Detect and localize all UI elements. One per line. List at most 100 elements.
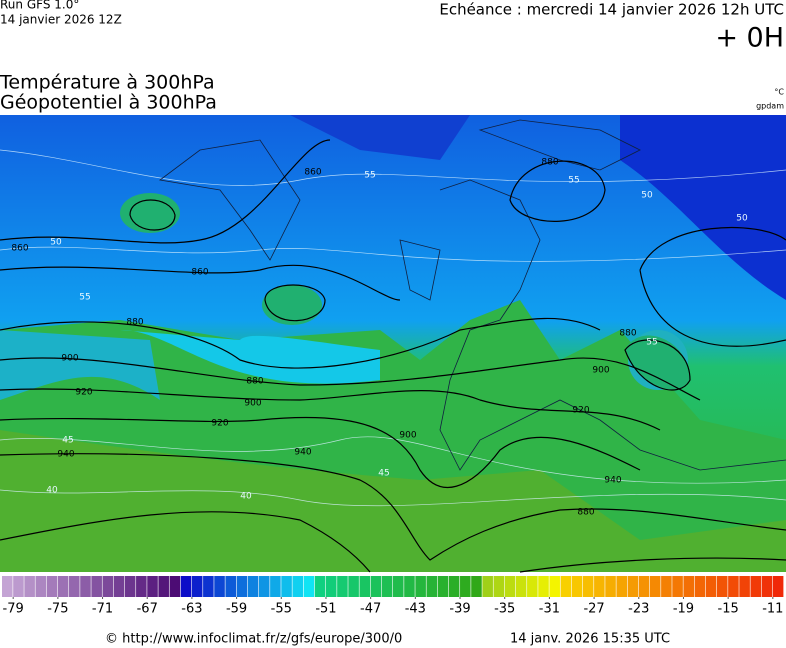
colorbar-swatch bbox=[694, 576, 706, 597]
colorbar-swatch bbox=[649, 576, 661, 597]
colorbar-swatch bbox=[91, 576, 102, 597]
temperature-label: 55 bbox=[364, 171, 375, 181]
colorbar-swatch bbox=[527, 576, 538, 597]
colorbar-swatch bbox=[13, 576, 24, 597]
colorbar-swatch bbox=[482, 576, 493, 597]
colorbar-swatch bbox=[739, 576, 750, 597]
geopotential-label: 920 bbox=[75, 388, 92, 398]
colorbar-swatch bbox=[594, 576, 605, 597]
temperature-label: 40 bbox=[240, 492, 252, 502]
colorbar-swatch bbox=[203, 576, 214, 597]
title-temperature: Température à 300hPa bbox=[0, 72, 215, 94]
colorbar-swatch bbox=[460, 576, 471, 597]
geopotential-label: 920 bbox=[211, 419, 228, 429]
colorbar-swatch bbox=[582, 576, 594, 597]
colorbar-swatch bbox=[728, 576, 739, 597]
colorbar-tick-label: -27 bbox=[583, 602, 604, 617]
temperature-label: 50 bbox=[736, 214, 748, 224]
colorbar-swatch bbox=[214, 576, 225, 597]
colorbar-swatch bbox=[426, 576, 438, 597]
colorbar-tick-label: -51 bbox=[315, 602, 336, 617]
colorbar-swatch bbox=[605, 576, 616, 597]
colorbar-swatch bbox=[448, 576, 460, 597]
colorbar-tick-label: -39 bbox=[449, 602, 470, 617]
geopotential-label: 900 bbox=[61, 354, 78, 364]
geopotential-label: 860 bbox=[304, 168, 321, 178]
geopotential-label: 860 bbox=[11, 244, 28, 254]
geopotential-label: 900 bbox=[244, 399, 261, 409]
colorbar-swatch bbox=[225, 576, 236, 597]
colorbar-swatch bbox=[113, 576, 125, 597]
cold-band bbox=[120, 330, 380, 384]
colorbar-tick-label: -35 bbox=[494, 602, 515, 617]
temperature-label: 50 bbox=[50, 238, 62, 248]
colorbar-swatch bbox=[2, 576, 13, 597]
colorbar-tick-label: -11 bbox=[762, 602, 783, 617]
colorbar-swatch bbox=[303, 576, 315, 597]
warm-area bbox=[0, 430, 786, 572]
colorbar-swatch bbox=[281, 576, 292, 597]
geopotential-label: 900 bbox=[399, 431, 416, 441]
colorbar-swatch bbox=[370, 576, 382, 597]
colorbar-tick-label: -19 bbox=[673, 602, 694, 617]
colorbar: -79 -75 -71 -67 -63 -59 -55 -51 -47 -43 -39 -35 -31 -… bbox=[2, 576, 783, 617]
colorbar-swatch bbox=[616, 576, 627, 597]
colorbar-swatch bbox=[393, 576, 404, 597]
colorbar-swatch bbox=[348, 576, 359, 597]
colorbar-swatch bbox=[270, 576, 281, 597]
cold-core bbox=[290, 115, 470, 160]
colorbar-swatch bbox=[236, 576, 248, 597]
unit-temperature: °C bbox=[774, 88, 784, 97]
generated-time: 14 janv. 2026 15:35 UTC bbox=[510, 632, 670, 647]
colorbar-swatch bbox=[136, 576, 147, 597]
colorbar-swatch bbox=[515, 576, 527, 597]
colorbar-swatch bbox=[549, 576, 560, 597]
temperature-label: 55 bbox=[79, 293, 90, 303]
colorbar-tick-label: -67 bbox=[137, 602, 158, 617]
temperature-label: 45 bbox=[378, 469, 389, 479]
geopotential-label: 880 bbox=[619, 329, 636, 339]
temperature-label: 55 bbox=[568, 176, 579, 186]
geopotential-label: 920 bbox=[572, 406, 589, 416]
colorbar-swatch bbox=[24, 576, 35, 597]
colorbar-tick-label: -79 bbox=[3, 602, 24, 617]
temperature-label: 40 bbox=[46, 486, 58, 496]
temperature-label: 45 bbox=[62, 436, 73, 446]
geopotential-label: 940 bbox=[57, 450, 74, 460]
geopotential-label: 880 bbox=[246, 377, 263, 387]
colorbar-swatch bbox=[415, 576, 426, 597]
colorbar-swatch bbox=[292, 576, 304, 597]
forecast-time: Echéance : mercredi 14 janvier 2026 12h … bbox=[439, 1, 784, 19]
colorbar-swatch bbox=[716, 576, 728, 597]
colorbar-tick-label: -55 bbox=[271, 602, 292, 617]
colorbar-tick-label: -47 bbox=[360, 602, 381, 617]
colorbar-swatch bbox=[258, 576, 270, 597]
colorbar-swatch bbox=[69, 576, 80, 597]
colorbar-swatch bbox=[381, 576, 393, 597]
colorbar-swatch bbox=[46, 576, 58, 597]
geopotential-label: 940 bbox=[604, 476, 621, 486]
source-url: © http://www.infoclimat.fr/z/gfs/europe/… bbox=[105, 632, 402, 647]
colorbar-swatch bbox=[314, 576, 326, 597]
colorbar-swatch bbox=[158, 576, 169, 597]
geopotential-label: 860 bbox=[191, 268, 208, 278]
colorbar-tick-label: -15 bbox=[718, 602, 739, 617]
colorbar-swatch bbox=[35, 576, 47, 597]
colorbar-swatch bbox=[102, 576, 114, 597]
colorbar-swatch bbox=[683, 576, 695, 597]
colorbar-swatch bbox=[471, 576, 482, 597]
colorbar-swatch bbox=[705, 576, 717, 597]
temperature-label: 50 bbox=[641, 191, 653, 201]
warm-pocket bbox=[262, 285, 322, 325]
title-geopotential: Géopotentiel à 300hPa bbox=[0, 92, 217, 114]
geopotential-label: 940 bbox=[294, 448, 311, 458]
colorbar-tick-label: -75 bbox=[47, 602, 68, 617]
geopotential-label: 880 bbox=[126, 318, 143, 328]
colorbar-swatch bbox=[672, 576, 683, 597]
cold-core bbox=[620, 115, 786, 300]
colorbar-swatch bbox=[337, 576, 348, 597]
geopotential-label: 880 bbox=[541, 158, 558, 168]
colorbar-swatch bbox=[191, 576, 203, 597]
colorbar-swatch bbox=[437, 576, 449, 597]
